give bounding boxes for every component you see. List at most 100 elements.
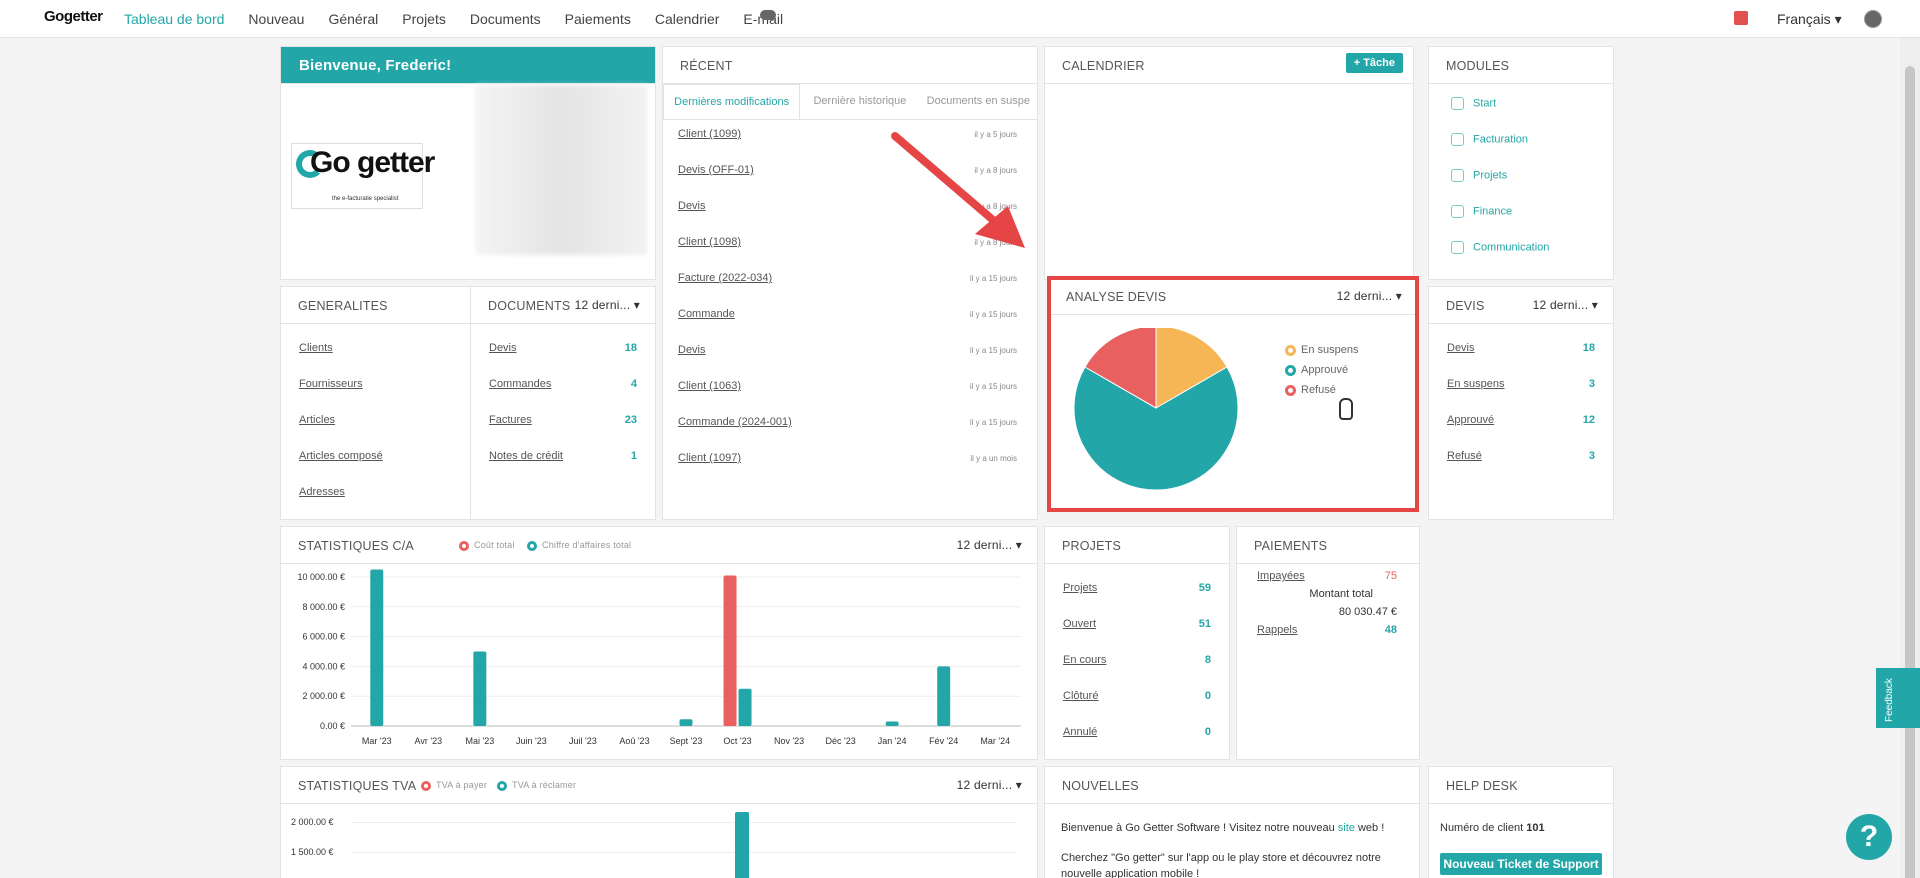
pie-slice-approuv[interactable] xyxy=(1074,366,1239,491)
projets-row[interactable]: Projets 59 xyxy=(1063,582,1211,594)
nav-paiements[interactable]: Paiements xyxy=(564,11,631,27)
recent-item-time: il y a un mois xyxy=(970,454,1017,463)
recent-item[interactable]: Client (1097) il y a un mois xyxy=(678,452,1017,464)
stats-tva-filter-dropdown[interactable]: 12 derni... ▾ xyxy=(956,778,1022,792)
legend-approuve[interactable]: Approuvé xyxy=(1285,364,1348,376)
gift-icon[interactable] xyxy=(1734,11,1748,25)
pie-slice-ensuspens[interactable] xyxy=(1155,328,1228,409)
legend-tva-a-payer-label: TVA à payer xyxy=(436,780,488,790)
documents-filter-dropdown[interactable]: 12 derni... ▾ xyxy=(574,298,640,312)
scrollbar-thumb[interactable] xyxy=(1905,66,1915,878)
devis-row[interactable]: Approuvé 12 xyxy=(1447,414,1595,426)
nav-nouveau[interactable]: Nouveau xyxy=(248,11,305,27)
nav-documents[interactable]: Documents xyxy=(469,11,541,27)
recent-item[interactable]: Commande (2024-001) il y a 15 jours xyxy=(678,416,1017,428)
recent-item[interactable]: Client (1099) il y a 5 jours xyxy=(678,128,1017,140)
tab-dernieres-modifications[interactable]: Dernières modifications xyxy=(663,84,801,119)
stats-ca-filter-dropdown[interactable]: 12 derni... ▾ xyxy=(956,538,1022,552)
pie-slice-refus[interactable] xyxy=(1084,328,1157,409)
impayees-row[interactable]: Impayées 75 xyxy=(1257,570,1397,582)
recent-item[interactable]: Facture (2022-034) il y a 15 jours xyxy=(678,272,1017,284)
nav-tableau-de-bord[interactable]: Tableau de bord xyxy=(124,11,225,27)
devis-filter-label: 12 derni... xyxy=(1532,298,1589,312)
devis-label: Devis xyxy=(1447,342,1475,354)
legend-refuse[interactable]: Refusé xyxy=(1285,384,1336,396)
tva-tick-1500: 1 500.00 € xyxy=(291,847,334,857)
projets-row[interactable]: Annulé 0 xyxy=(1063,726,1211,738)
ca-bar-chiffre[interactable] xyxy=(738,688,752,726)
module-communication[interactable]: Communication xyxy=(1451,241,1549,254)
tab-documents-en-suspens[interactable]: Documents en suspe xyxy=(926,95,1030,107)
user-avatar[interactable] xyxy=(1864,10,1882,28)
ca-bar-chiffre[interactable] xyxy=(473,651,487,727)
nav-calendrier[interactable]: Calendrier xyxy=(654,11,720,27)
rappels-label: Rappels xyxy=(1257,624,1298,636)
new-ticket-button[interactable]: Nouveau Ticket de Support xyxy=(1440,853,1602,875)
documents-row[interactable]: Devis 18 xyxy=(489,342,637,354)
legend-en-suspens[interactable]: En suspens xyxy=(1285,344,1358,356)
module-start[interactable]: Start xyxy=(1451,97,1496,110)
feedback-tab[interactable]: Feedback xyxy=(1876,668,1920,728)
recent-item[interactable]: Devis (OFF-01) il y a 8 jours xyxy=(678,164,1017,176)
devis-title-label: DEVIS xyxy=(1446,299,1485,313)
legend-dot-yellow xyxy=(1285,344,1296,356)
ca-bar-chiffre[interactable] xyxy=(885,721,899,726)
projets-row[interactable]: En cours 8 xyxy=(1063,654,1211,666)
documents-title-label: DOCUMENTS xyxy=(488,299,571,313)
module-finance-label: Finance xyxy=(1473,205,1513,218)
recent-item[interactable]: Client (1063) il y a 15 jours xyxy=(678,380,1017,392)
devis-row[interactable]: Refusé 3 xyxy=(1447,450,1595,462)
module-finance[interactable]: Finance xyxy=(1451,205,1512,218)
recent-item[interactable]: Devis il y a 8 jours xyxy=(678,200,1017,212)
app-logo[interactable]: Gogetter xyxy=(44,8,103,25)
legend-tva-a-reclamer[interactable]: TVA à réclamer xyxy=(497,780,576,791)
recent-item[interactable]: Client (1098) il y a 8 jours xyxy=(678,236,1017,248)
legend-cout-total[interactable]: Coût total xyxy=(459,540,515,551)
feedback-label: Feedback xyxy=(1884,678,1895,722)
legend-chiffre-affaires[interactable]: Chiffre d'affaires total xyxy=(527,540,631,551)
rappels-value: 48 xyxy=(1384,624,1397,636)
tab-derniere-historique[interactable]: Dernière historique xyxy=(813,95,907,107)
scrollbar[interactable] xyxy=(1900,38,1920,878)
ca-xtick-label: Mai '23 xyxy=(465,736,494,746)
recent-item[interactable]: Commande il y a 15 jours xyxy=(678,308,1017,320)
ca-bar-chiffre[interactable] xyxy=(679,719,693,726)
documents-panel: DOCUMENTS 12 derni... ▾ Devis 18 Commandes 4… xyxy=(470,286,656,520)
cloud-icon[interactable] xyxy=(760,10,776,20)
site-link[interactable]: site xyxy=(1337,822,1355,834)
devis-filter-dropdown[interactable]: 12 derni... ▾ xyxy=(1532,298,1598,312)
devis-row[interactable]: Devis 18 xyxy=(1447,342,1595,354)
montant-total-label: Montant total xyxy=(1309,588,1373,600)
projets-row[interactable]: Ouvert 51 xyxy=(1063,618,1211,630)
ca-bar-cout[interactable] xyxy=(723,575,737,726)
ca-bar-chiffre[interactable] xyxy=(937,666,951,726)
helpdesk-title: HELP DESK xyxy=(1429,767,1613,804)
analyse-filter-dropdown[interactable]: 12 derni... ▾ xyxy=(1336,289,1402,303)
rappels-row[interactable]: Rappels 48 xyxy=(1257,624,1397,636)
legend-tva-a-payer[interactable]: TVA à payer xyxy=(421,780,487,791)
module-facturation[interactable]: Facturation xyxy=(1451,133,1528,146)
recent-item-label: Commande (2024-001) xyxy=(678,416,792,428)
language-select[interactable]: Français ▾ xyxy=(1777,11,1842,28)
ca-xtick-label: Jan '24 xyxy=(878,736,907,746)
nav-projets[interactable]: Projets xyxy=(402,11,446,27)
projets-title: PROJETS xyxy=(1045,527,1229,564)
help-button[interactable]: ? xyxy=(1846,814,1892,860)
documents-row[interactable]: Factures 23 xyxy=(489,414,637,426)
devis-row[interactable]: En suspens 3 xyxy=(1447,378,1595,390)
legend-en-suspens-label: En suspens xyxy=(1301,344,1359,356)
nav-general[interactable]: Général xyxy=(328,11,379,27)
projects-icon xyxy=(1451,169,1464,182)
add-task-button[interactable]: + Tâche xyxy=(1345,53,1403,73)
documents-row[interactable]: Commandes 4 xyxy=(489,378,637,390)
calendar-title: CALENDRIER xyxy=(1045,47,1413,84)
documents-label: Devis xyxy=(489,342,517,354)
projets-row[interactable]: Clôturé 0 xyxy=(1063,690,1211,702)
documents-row[interactable]: Notes de crédit 1 xyxy=(489,450,637,462)
ca-xtick-label: Sept '23 xyxy=(670,736,703,746)
module-projets[interactable]: Projets xyxy=(1451,169,1507,182)
recent-title: RÉCENT xyxy=(663,47,1037,84)
recent-item[interactable]: Devis il y a 15 jours xyxy=(678,344,1017,356)
documents-value: 4 xyxy=(630,378,637,390)
ca-bar-chiffre[interactable] xyxy=(370,569,384,726)
